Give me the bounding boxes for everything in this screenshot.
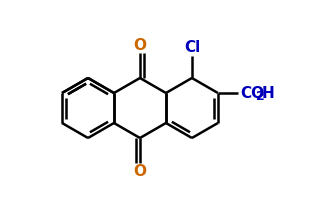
Text: CO: CO bbox=[240, 85, 264, 101]
Text: Cl: Cl bbox=[184, 39, 200, 54]
Text: 2: 2 bbox=[256, 91, 265, 103]
Text: O: O bbox=[133, 163, 146, 178]
Text: H: H bbox=[262, 85, 275, 101]
Text: O: O bbox=[133, 37, 146, 52]
